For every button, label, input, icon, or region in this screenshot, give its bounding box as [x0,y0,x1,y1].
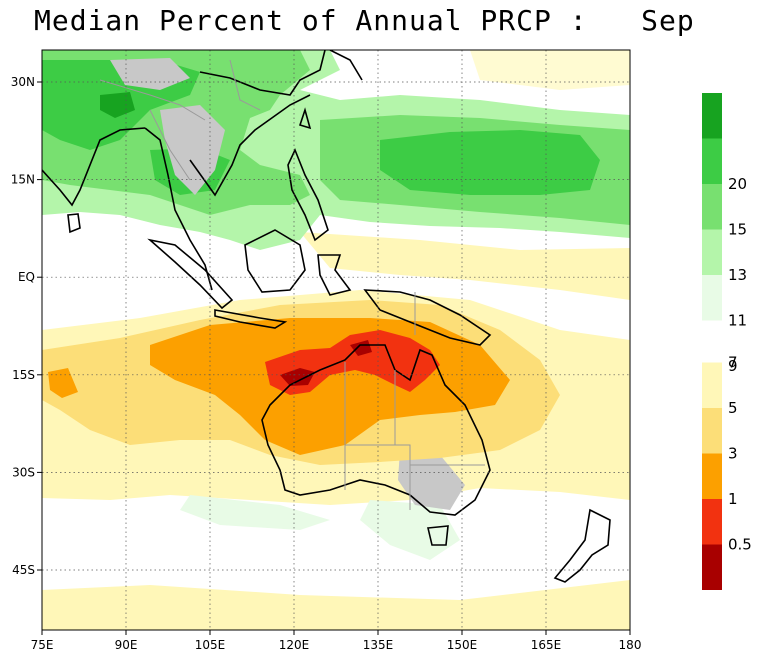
coastlines [42,50,611,583]
field-band-darkred-2 [350,340,372,356]
border-asia-1 [99,79,206,121]
colorbar-swatch-lower [702,544,722,590]
map-title: Median Percent of Annual PRCP : Sep [34,4,695,37]
coast-sri-lanka [67,213,81,234]
lon-tick-label: 75E [31,638,54,652]
colorbar-label-upper: 20 [728,175,747,193]
coast-java [214,309,288,329]
lon-tick-label: 120E [279,638,310,652]
colorbar-swatch-lower [702,408,722,454]
lat-tick-label: EQ [18,270,35,284]
lon-tick-label: 90E [115,638,138,652]
border-asia-2 [149,109,191,181]
colorbar-swatch-upper [702,138,722,184]
colorbar-label-upper: 13 [728,266,747,284]
lon-tick-label: 105E [195,638,226,652]
colorbar-swatch-upper [702,275,722,321]
colorbar-swatch-lower [702,499,722,545]
borders [99,59,485,510]
field-band-pale-mid [180,495,330,530]
field-band-yellow-north [470,50,630,90]
lon-tick-label: 135E [363,638,394,652]
lat-tick-label: 30N [11,75,35,89]
coast-sulawesi [317,254,352,296]
coast-sumatra [147,238,234,310]
lon-tick-label: 180 [619,638,642,652]
lat-tick-label: 15S [12,368,35,382]
field-gray-tibet [110,58,190,90]
field-band-darkred [280,368,315,386]
longitude-axis: 75E 90E 105E 120E 135E 150E 165E 180 [31,630,642,652]
coast-china [199,50,326,96]
colorbar-swatch-lower [702,362,722,408]
colorbar-label-lower: 1 [728,490,738,508]
colorbar-label-lower: 3 [728,445,738,463]
map-field [42,50,630,630]
border-asia-3 [229,59,261,111]
coast-tasmania [427,525,449,546]
colorbar-swatch-upper [702,229,722,275]
field-band-green-darkest [100,92,135,118]
colorbar-swatch-upper [702,320,722,366]
colorbar-label-upper: 15 [728,221,747,239]
coast-australia [261,344,491,516]
lat-tick-label: 45S [12,563,35,577]
field-band-yellow-far-south [42,580,630,630]
coast-taiwan-japan [298,50,363,130]
border-australia-qld [394,370,411,510]
latitude-axis: 30N 15N EQ 15S 30S 45S [11,75,42,577]
field-band-green-dark-ocean [380,130,600,195]
coast-new-guinea [363,289,492,346]
colorbar-label-upper: 11 [728,312,747,330]
colorbar-label-lower: 5 [728,399,738,417]
colorbar-label-upper: 9 [728,357,738,375]
lon-tick-label: 150E [447,638,478,652]
colorbar-swatch-upper [702,93,722,139]
colorbar-swatch-upper [702,184,722,230]
lat-tick-label: 15N [11,173,35,187]
colorbar-label-lower: 0.5 [728,536,752,554]
colorbar-label-lower: 7 [728,354,738,372]
plot-frame [41,49,631,631]
grid-lines [42,50,630,630]
coast-indochina [144,94,311,291]
coast-new-zealand [553,508,611,583]
field-band-yellow-equatorial [300,232,630,300]
field-gray-indochina [160,105,225,195]
field-band-orange-west [48,368,78,398]
coast-india [42,127,146,207]
colorbar-swatch-lower [702,453,722,499]
coast-borneo [244,229,306,293]
lon-tick-label: 165E [531,638,562,652]
lat-tick-label: 30S [12,465,35,479]
coast-philippines [287,147,329,242]
